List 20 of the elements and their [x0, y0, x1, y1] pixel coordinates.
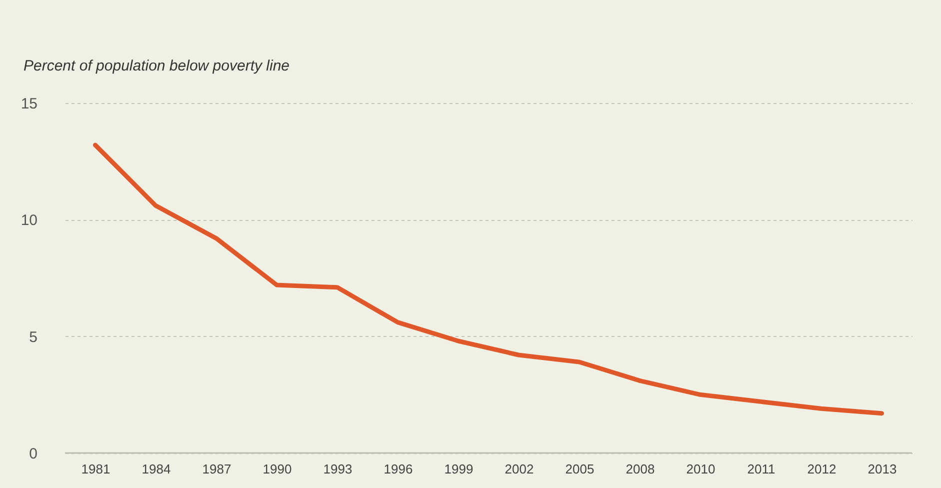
line-series — [93, 142, 884, 416]
x-tick-label: 1984 — [142, 462, 171, 476]
y-tick-label: 15 — [20, 96, 38, 112]
x-tick-label: 1999 — [444, 462, 474, 476]
x-tick-label: 2005 — [565, 462, 594, 476]
x-tick-label: 2008 — [626, 462, 655, 476]
x-tick-label: 1981 — [81, 462, 110, 476]
x-tick-label: 2013 — [868, 462, 897, 476]
x-tick-label: 1987 — [202, 462, 232, 476]
x-tick-label: 1990 — [262, 462, 292, 476]
x-tick-label: 1996 — [384, 462, 413, 476]
y-axis-title: Percent of population below poverty line — [24, 58, 290, 74]
x-tick-label: 2011 — [747, 462, 776, 476]
y-tick-label: 10 — [20, 212, 38, 230]
x-tick-label: 2012 — [807, 462, 836, 476]
y-tick-label: 0 — [29, 446, 38, 462]
x-tick-label: 2002 — [504, 462, 534, 476]
x-tick-label: 2010 — [686, 462, 716, 476]
x-tick-label: 1993 — [323, 462, 352, 476]
y-tick-label: 5 — [29, 328, 38, 346]
